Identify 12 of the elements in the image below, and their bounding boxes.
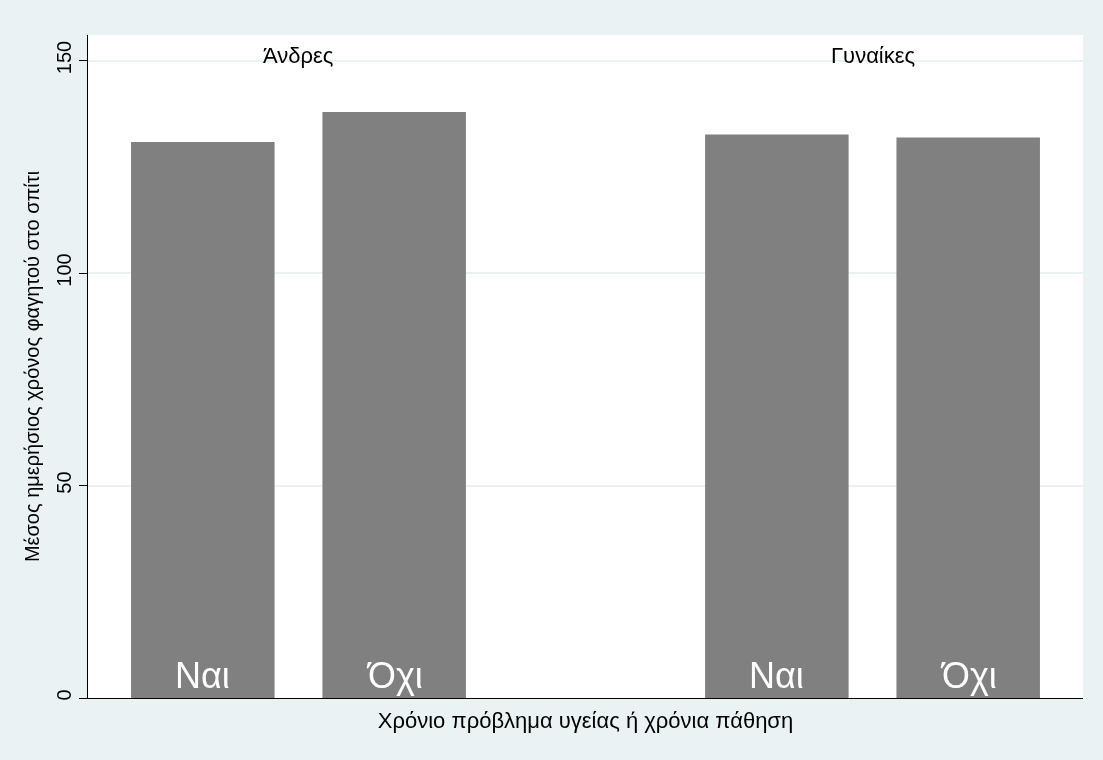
- x-tick-label: Όχι: [366, 655, 423, 696]
- annotation: Άνδρες: [263, 43, 334, 68]
- y-tick-label: 100: [53, 253, 75, 287]
- x-tick-label: Όχι: [940, 655, 997, 696]
- y-tick-label: 0: [53, 689, 75, 701]
- x-axis-title: Χρόνιο πρόβλημα υγείας ή χρόνια πάθηση: [377, 707, 794, 733]
- y-axis-title: Μέσος ημερήσιος χρόνος φαγητού στο σπίτι: [20, 170, 43, 563]
- x-tick-label: Ναι: [749, 655, 804, 696]
- y-tick-label: 150: [53, 40, 75, 75]
- x-tick-label: Ναι: [175, 655, 230, 696]
- y-tick-label: 50: [53, 471, 75, 494]
- annotation: Γυναίκες: [831, 43, 916, 68]
